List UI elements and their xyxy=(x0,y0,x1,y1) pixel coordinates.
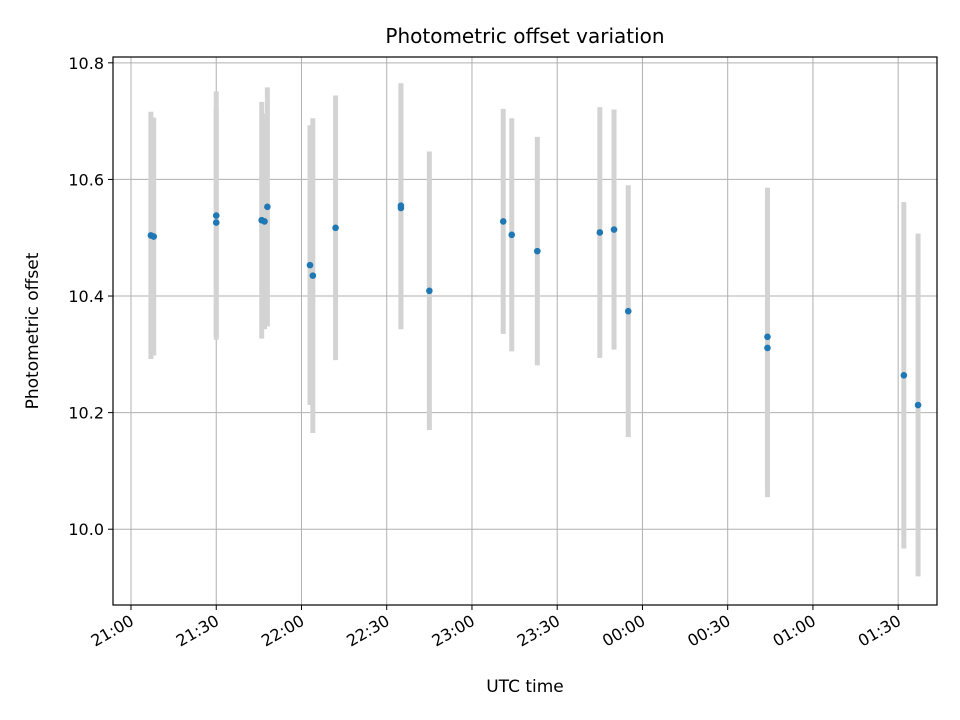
data-point xyxy=(264,203,271,211)
data-point xyxy=(306,261,314,269)
data-point xyxy=(900,372,908,379)
y-tick-label: 10.4 xyxy=(68,287,104,306)
data-point xyxy=(150,233,158,240)
x-axis-title: UTC time xyxy=(486,677,564,697)
y-tick-label: 10.6 xyxy=(68,170,104,189)
data-point xyxy=(309,272,317,279)
data-point xyxy=(508,231,516,239)
data-point xyxy=(624,307,632,315)
data-point xyxy=(426,287,433,295)
data-point xyxy=(764,344,771,352)
grid xyxy=(113,57,937,605)
data-point xyxy=(914,401,922,409)
chart-title: Photometric offset variation xyxy=(385,24,664,48)
y-axis-ticks: 10.0 10.2 10.4 10.6 10.8 xyxy=(68,54,113,539)
data-point xyxy=(212,219,220,226)
y-tick-label: 10.2 xyxy=(68,404,104,423)
data-points xyxy=(147,202,922,409)
y-tick-label: 10.8 xyxy=(68,54,104,73)
data-point xyxy=(610,226,618,233)
data-point xyxy=(764,333,771,341)
data-point xyxy=(397,204,405,212)
plot-frame xyxy=(112,56,938,606)
data-point xyxy=(534,247,541,255)
data-point xyxy=(499,218,507,225)
y-tick-label: 10.0 xyxy=(68,520,104,539)
data-point xyxy=(212,212,220,219)
data-point xyxy=(332,224,339,232)
data-point xyxy=(261,218,268,225)
data-point xyxy=(596,229,604,236)
y-axis-title: Photometric offset xyxy=(23,252,43,409)
